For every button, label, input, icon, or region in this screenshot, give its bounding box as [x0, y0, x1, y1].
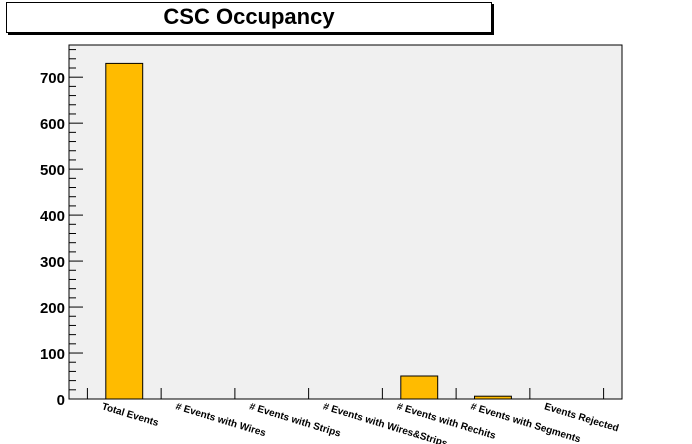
bar	[400, 375, 439, 400]
x-tick-label: # Events with Wires&Strips	[322, 401, 449, 444]
plot-frame	[68, 44, 623, 400]
y-axis: 0 100 200 300 400 500 600 700	[40, 45, 83, 409]
y-tick-label: 200	[40, 300, 65, 317]
chart-title: CSC Occupancy	[163, 4, 335, 29]
chart-title-box: CSC Occupancy	[6, 2, 492, 33]
y-tick-label: 700	[40, 70, 65, 87]
bar	[105, 62, 144, 400]
y-tick-label: 400	[40, 208, 65, 225]
y-tick-label: 500	[40, 162, 65, 179]
bars-group	[105, 62, 512, 400]
x-tick-label: Total Events	[100, 401, 160, 429]
y-tick-label: 100	[40, 346, 65, 363]
y-tick-label: 300	[40, 254, 65, 271]
y-tick-label: 0	[57, 392, 65, 409]
y-tick-label: 600	[40, 116, 65, 133]
